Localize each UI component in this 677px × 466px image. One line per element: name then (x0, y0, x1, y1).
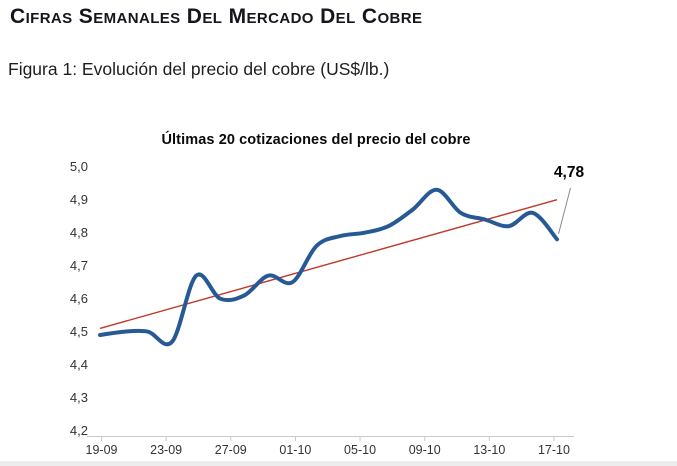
chart-title: Últimas 20 cotizaciones del precio del c… (161, 132, 471, 148)
x-axis-label: 17-10 (537, 443, 570, 457)
x-axis-label: 27-09 (214, 443, 247, 457)
y-axis-label: 4,9 (69, 191, 88, 207)
price-line (98, 187, 559, 347)
x-axis-label: 19-09 (85, 443, 118, 457)
x-axis-label: 01-10 (279, 443, 312, 457)
y-axis-label: 4,7 (69, 257, 88, 273)
y-axis-label: 4,4 (69, 356, 88, 372)
y-axis-label: 4,3 (69, 389, 88, 405)
y-axis-label: 5,0 (69, 158, 88, 174)
page-bottom-edge (0, 461, 677, 466)
x-axis-label: 13-10 (473, 443, 506, 457)
trend-line (99, 199, 558, 330)
y-axis-label: 4,8 (69, 224, 88, 240)
x-axis-label: 09-10 (408, 443, 441, 457)
y-axis-label: 4,5 (69, 323, 88, 339)
price-annotation: 4,78 (553, 164, 585, 181)
y-axis-label: 4,2 (69, 422, 88, 438)
page-title: Cifras Semanales Del Mercado Del Cobre (10, 5, 423, 28)
figure-caption: Figura 1: Evolución del precio del cobre… (8, 59, 390, 79)
x-axis-label: 05-10 (344, 443, 377, 457)
y-axis-label: 4,6 (69, 290, 88, 306)
callout-line (558, 187, 571, 235)
x-axis-label: 23-09 (150, 443, 183, 457)
